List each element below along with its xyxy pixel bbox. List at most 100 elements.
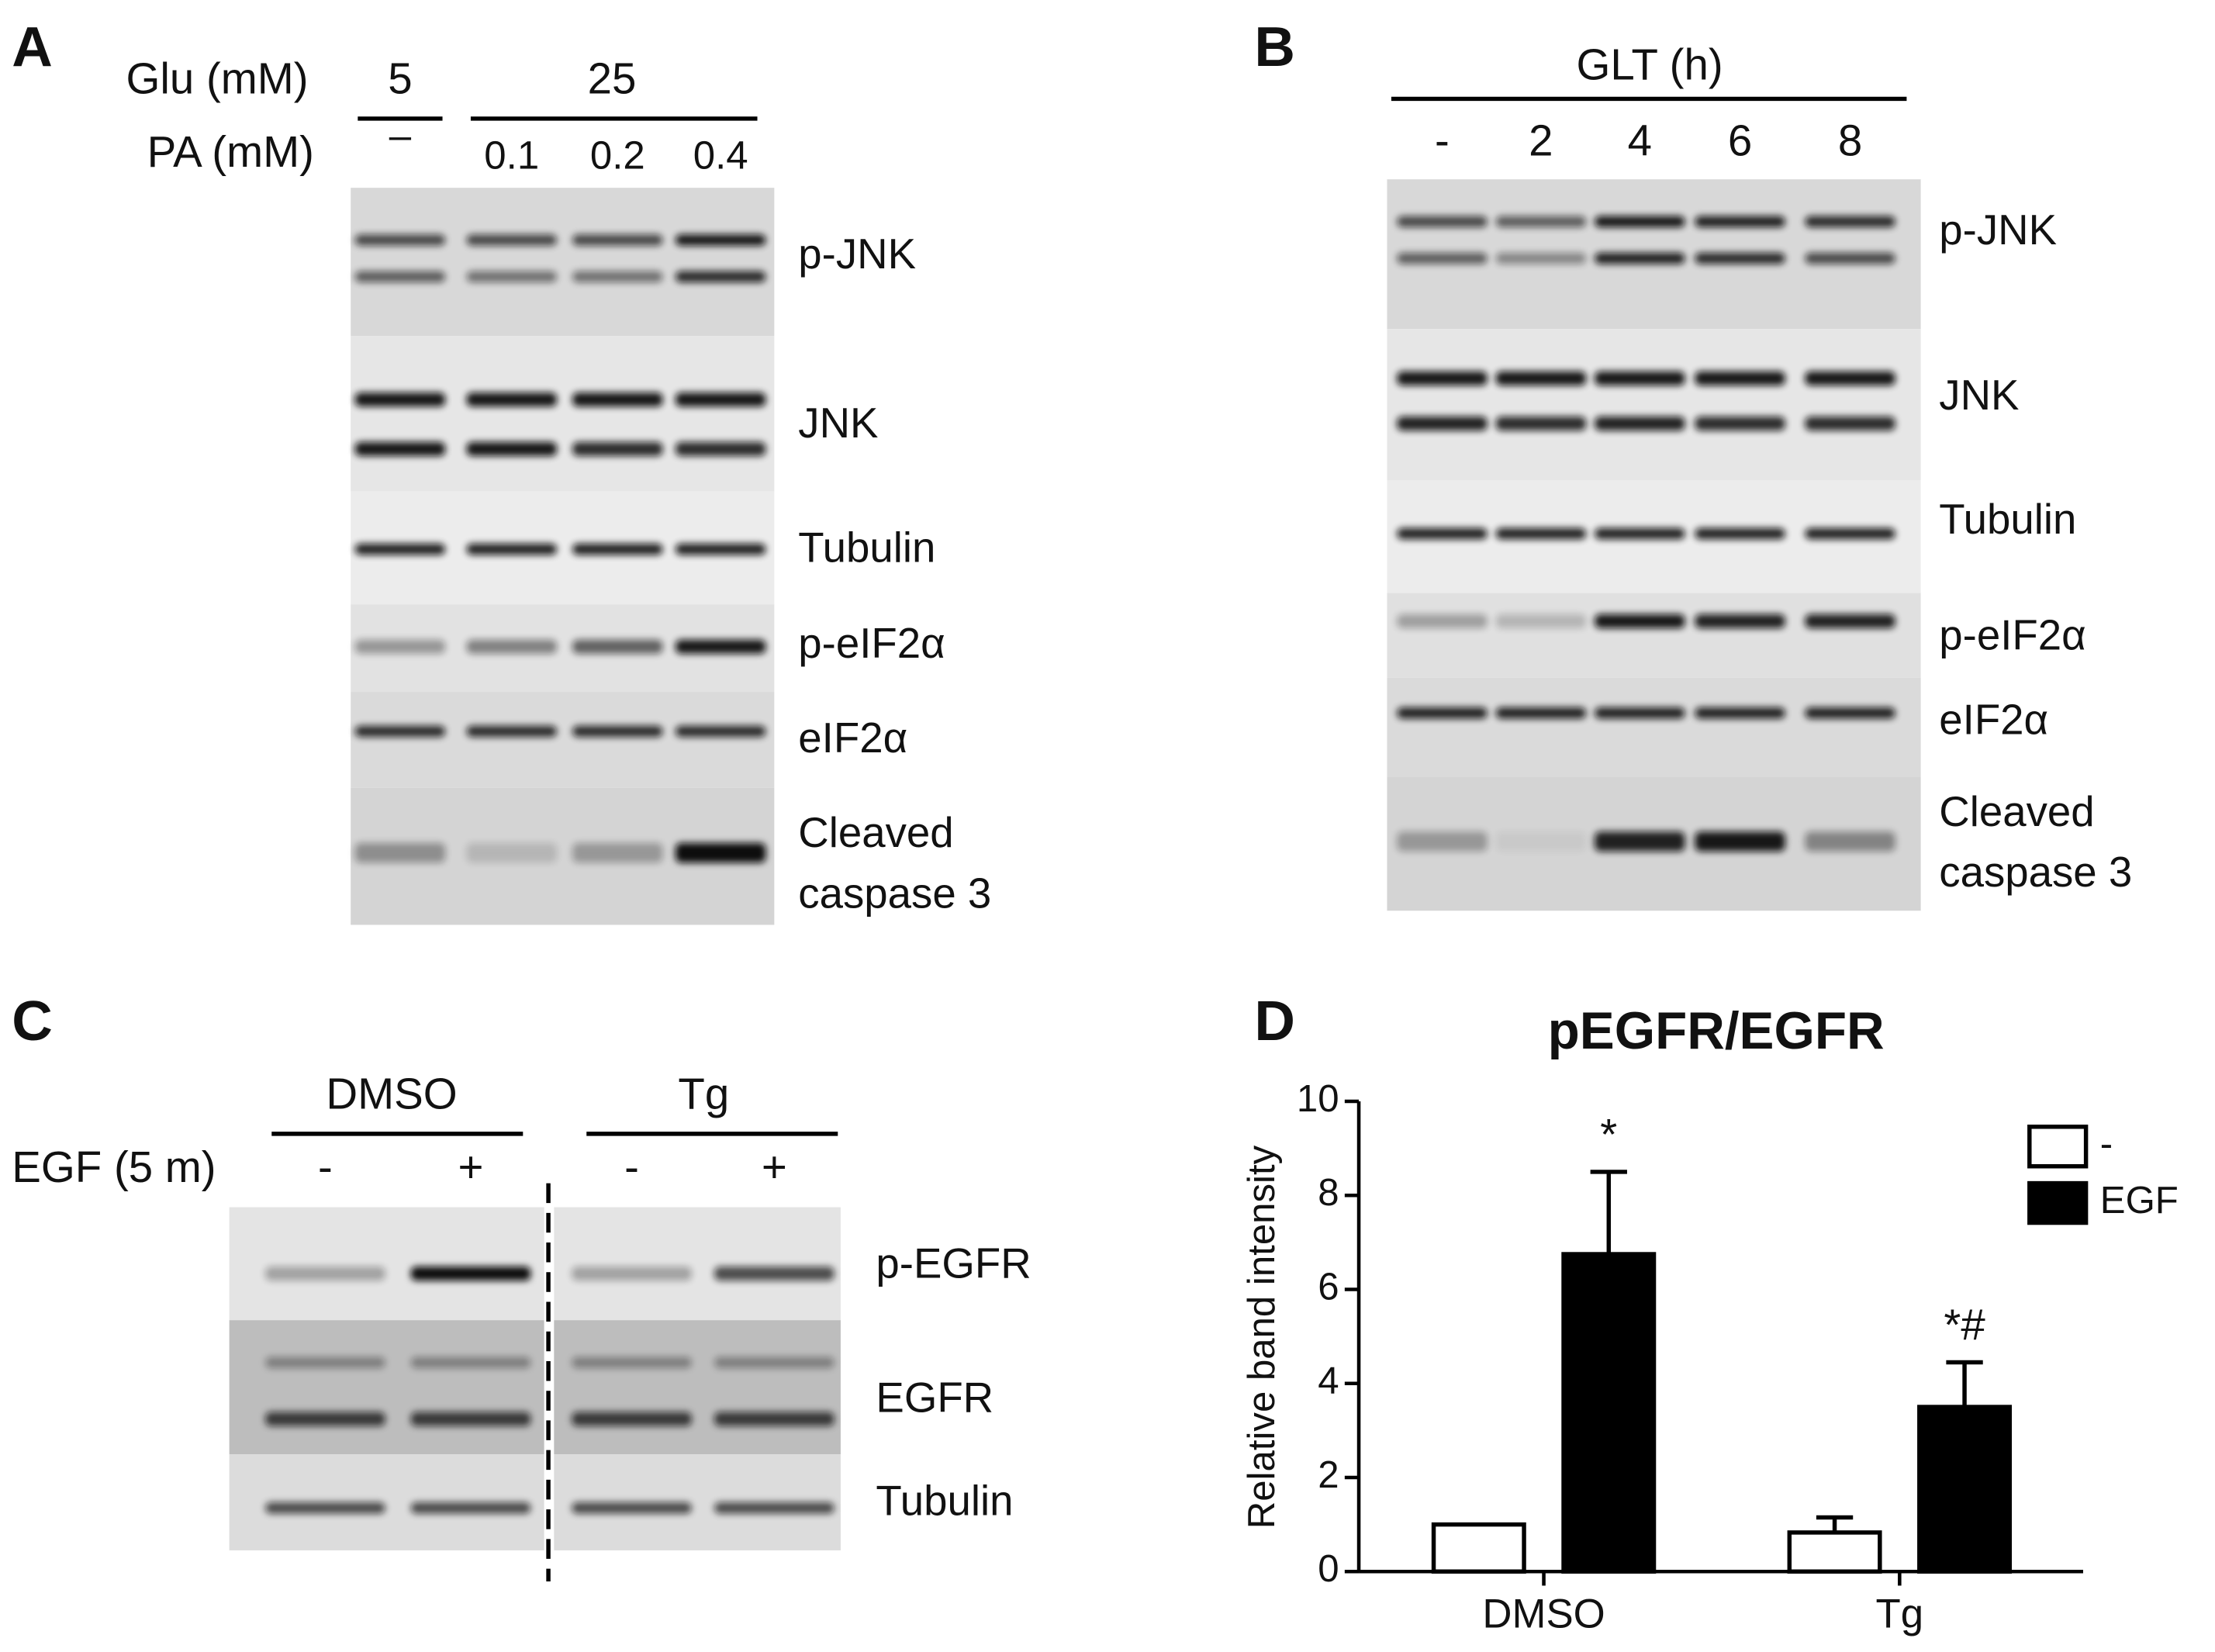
blot-band: [1695, 216, 1785, 228]
blot-band: [1695, 252, 1785, 264]
blot-label: Cleaved: [1939, 788, 2094, 835]
bar: [1431, 1522, 1526, 1574]
blot-label: eIF2α: [1939, 696, 2048, 744]
blot-band: [675, 725, 766, 738]
blot-label: p-JNK: [798, 230, 916, 278]
blot-band: [1495, 416, 1587, 431]
blot-label: Tubulin: [876, 1477, 1013, 1524]
blot-label: p-JNK: [1939, 206, 2057, 254]
row-label: EGF (5 m): [12, 1142, 216, 1191]
blot-band: [410, 1502, 531, 1514]
row-label: Glu (mM): [126, 54, 309, 102]
blot-label: Tubulin: [1939, 496, 2076, 543]
blot-band: [466, 271, 557, 283]
blot-band: [354, 543, 446, 555]
blot-band: [354, 392, 446, 407]
panel-label: C: [12, 990, 53, 1052]
blot-band: [1805, 831, 1895, 852]
blot-band: [1397, 831, 1488, 852]
blot-band: [466, 441, 557, 457]
lane-label: +: [458, 1142, 483, 1191]
blot-band: [265, 1412, 385, 1426]
blot-band: [354, 271, 446, 283]
blot-band: [675, 392, 766, 407]
lane-label: +: [762, 1142, 787, 1191]
blot-band: [354, 234, 446, 246]
blot-label: JNK: [798, 399, 878, 447]
blot-band: [466, 725, 557, 738]
blot-label: Tubulin: [798, 524, 935, 571]
blot-band: [675, 271, 766, 283]
blot-band: [265, 1357, 385, 1369]
legend-label: EGF: [2100, 1180, 2179, 1222]
lane-label: 8: [1838, 116, 1862, 165]
blot-band: [1495, 831, 1587, 852]
blot-band: [1397, 416, 1488, 431]
chart-title: pEGFR/EGFR: [1548, 1002, 1885, 1060]
blot-band: [1595, 527, 1685, 540]
blot-band: [572, 842, 663, 863]
blot-band: [1595, 371, 1685, 385]
blot-band: [1495, 371, 1587, 385]
y-tick-label: 6: [1318, 1266, 1339, 1308]
blot-band: [572, 1502, 692, 1514]
error-bar: [1816, 1515, 1854, 1533]
blot-label: EGFR: [876, 1374, 993, 1421]
blot-band: [1495, 613, 1587, 629]
blot-band: [1805, 416, 1895, 431]
legend-label: -: [2100, 1123, 2113, 1165]
error-bar: [1946, 1360, 1983, 1408]
blot-band: [1595, 416, 1685, 431]
blot-band: [572, 1412, 692, 1426]
blot-band: [1397, 371, 1488, 385]
blot-band: [1805, 216, 1895, 228]
blot-band: [1595, 252, 1685, 264]
group-label: 5: [388, 54, 412, 102]
blot-band: [675, 234, 766, 246]
lane-label: 0.1: [484, 133, 539, 177]
blot-band: [1397, 707, 1488, 719]
blot-band: [675, 543, 766, 555]
blot-band: [466, 392, 557, 407]
header: GLT (h): [1576, 40, 1723, 88]
blot-band: [572, 234, 663, 246]
x-tick-label: DMSO: [1482, 1591, 1605, 1636]
panel-label: D: [1254, 990, 1295, 1052]
blot-band: [572, 271, 663, 283]
bar: [1787, 1530, 1882, 1574]
blot-band: [572, 1267, 692, 1281]
blot-label: p-eIF2α: [1939, 611, 2085, 658]
lane-label: 0.4: [693, 133, 748, 177]
blot-band: [675, 441, 766, 457]
y-tick-label: 8: [1318, 1172, 1339, 1214]
blot-band: [1695, 371, 1785, 385]
blot-band: [1805, 613, 1895, 629]
blot-label: eIF2α: [798, 714, 907, 762]
legend-swatch: [2027, 1125, 2089, 1169]
blot-band: [572, 543, 663, 555]
lane-label: -: [318, 1142, 333, 1191]
blot-band: [466, 639, 557, 654]
blot-band: [1397, 613, 1488, 629]
lane-label: -: [1435, 116, 1450, 165]
legend-swatch: [2027, 1180, 2089, 1225]
blot-band: [410, 1412, 531, 1426]
blot-band: [572, 441, 663, 457]
blot-band: [714, 1502, 835, 1514]
blot-band: [1495, 527, 1587, 540]
blot-band: [354, 639, 446, 654]
blot-band: [675, 842, 766, 863]
blot-band: [714, 1412, 835, 1426]
blot-label: p-eIF2α: [798, 620, 945, 667]
panel-label: B: [1254, 16, 1295, 78]
blot-band: [1495, 707, 1587, 719]
blot-strip: [1387, 677, 1921, 777]
lane-label: 0.2: [590, 133, 645, 177]
blot-band: [572, 725, 663, 738]
y-tick-label: 0: [1318, 1548, 1339, 1590]
blot-strip: [351, 336, 775, 492]
lane-label: 2: [1529, 116, 1553, 165]
blot-band: [572, 392, 663, 407]
